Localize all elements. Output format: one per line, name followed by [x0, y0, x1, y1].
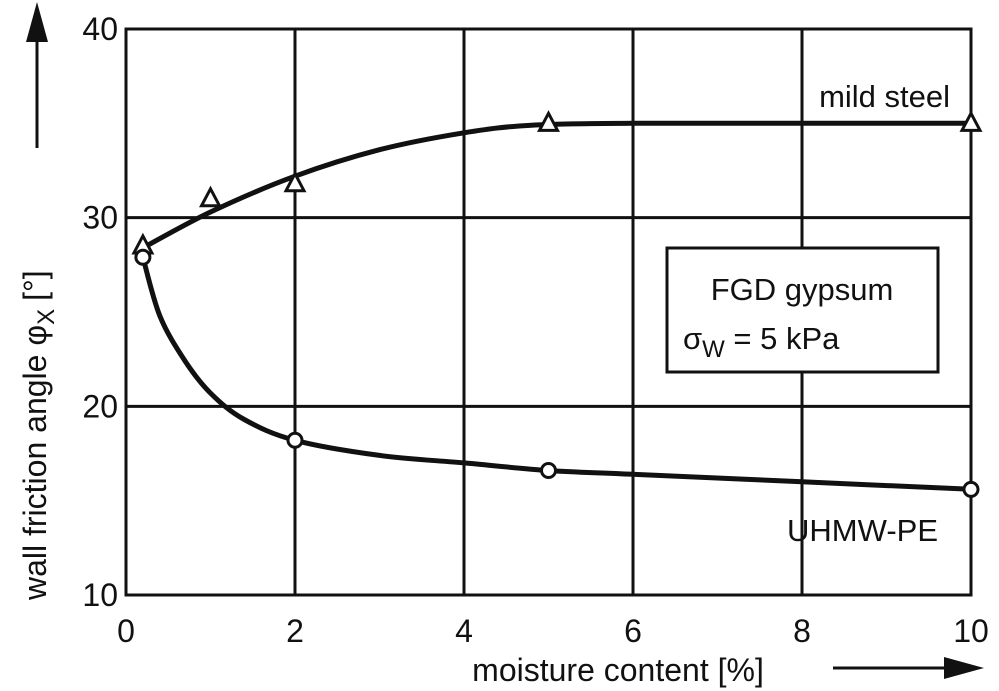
- annotation-sigma-value: = 5 kPa: [725, 321, 840, 356]
- series-line-mild-steel: [140, 120, 974, 251]
- data-point-uhmw-pe-0: [134, 248, 152, 266]
- y-tick-label-40: 40: [82, 11, 118, 47]
- x-tick-labels: 0 2 4 6 8 10: [117, 613, 989, 649]
- annotation-line-2: σW = 5 kPa: [683, 321, 840, 363]
- annotation-sigma: σ: [683, 321, 702, 356]
- x-axis-arrow: [833, 657, 984, 679]
- x-axis-label: moisture content [%]: [472, 652, 764, 688]
- y-tick-label-30: 30: [82, 200, 118, 236]
- series-label-uhmw-pe: UHMW-PE: [787, 513, 938, 548]
- annotation-box: FGD gypsum σW = 5 kPa: [665, 246, 940, 374]
- x-tick-label-2: 2: [286, 613, 304, 649]
- data-point-uhmw-pe-3: [962, 480, 980, 498]
- data-point-mild-steel-4: [959, 110, 983, 132]
- plot-frame: [124, 27, 973, 597]
- data-point-mild-steel-3: [537, 110, 560, 132]
- y-tick-labels: 10 20 30 40: [82, 11, 118, 613]
- annotation-line-1: FGD gypsum: [711, 272, 894, 307]
- y-axis-arrow: [26, 2, 48, 148]
- data-point-uhmw-pe-1: [286, 431, 304, 449]
- annotation-sigma-subscript: W: [702, 336, 725, 363]
- x-tick-label-0: 0: [117, 613, 135, 649]
- series-markers: [131, 110, 983, 498]
- series-curves: [140, 120, 974, 492]
- y-axis-label-main: wall friction angle φ: [17, 325, 53, 601]
- y-axis-label-unit: [°]: [17, 270, 53, 301]
- data-point-mild-steel-2: [283, 170, 307, 193]
- series-line-uhmw-pe: [140, 254, 974, 492]
- x-tick-label-4: 4: [455, 613, 473, 649]
- y-axis-label-subscript: X: [33, 309, 60, 325]
- y-axis-label: wall friction angle φX [°]: [17, 270, 60, 601]
- y-tick-label-20: 20: [82, 388, 118, 424]
- x-tick-label-8: 8: [793, 613, 811, 649]
- y-tick-label-10: 10: [82, 577, 118, 613]
- x-tick-label-10: 10: [953, 613, 989, 649]
- series-label-mild-steel: mild steel: [819, 79, 950, 114]
- x-tick-label-6: 6: [624, 613, 642, 649]
- annotation-frame: [665, 246, 940, 374]
- data-point-uhmw-pe-2: [540, 461, 557, 479]
- data-point-mild-steel-1: [199, 185, 222, 208]
